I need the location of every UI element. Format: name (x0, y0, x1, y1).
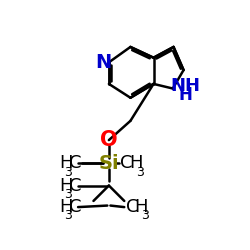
Text: C: C (69, 198, 81, 216)
Text: 3: 3 (64, 210, 72, 222)
Text: H: H (134, 198, 148, 216)
Text: C: C (69, 176, 81, 194)
Text: N: N (95, 53, 112, 72)
Text: O: O (100, 130, 118, 150)
Text: 3: 3 (141, 210, 149, 222)
Text: 3: 3 (64, 166, 72, 178)
Text: 3: 3 (64, 188, 72, 201)
Text: Si: Si (98, 154, 119, 173)
Text: H: H (129, 154, 142, 172)
Text: 3: 3 (136, 166, 144, 178)
Text: C: C (69, 154, 81, 172)
Text: H: H (59, 154, 72, 172)
Text: H: H (178, 86, 192, 104)
Text: H: H (59, 198, 72, 216)
Text: C: C (126, 198, 138, 216)
Text: H: H (59, 176, 72, 194)
Text: NH: NH (170, 77, 200, 95)
Text: C: C (120, 154, 133, 172)
